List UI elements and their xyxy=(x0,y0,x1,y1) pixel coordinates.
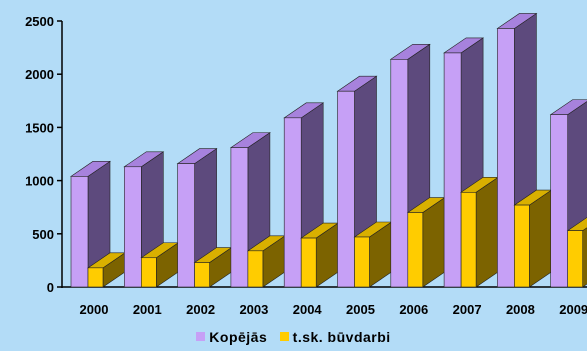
y-tick-label: 1500 xyxy=(25,120,54,135)
bar-buvdarbi-2002-front xyxy=(194,262,210,288)
bar-buvdarbi-2001 xyxy=(140,242,180,288)
bar-buvdarbi-2007 xyxy=(460,176,500,288)
bar-kopejas-2003-front xyxy=(230,147,249,288)
bar-buvdarbi-2009 xyxy=(566,217,587,288)
bar-kopejas-2002-front xyxy=(177,163,195,288)
bar-kopejas-2005-front xyxy=(337,90,355,288)
bar-kopejas-2001-front xyxy=(124,166,142,288)
x-tick-label: 2008 xyxy=(506,302,535,317)
legend-swatch-buvdarbi xyxy=(279,332,289,341)
bar-buvdarbi-2001-front xyxy=(141,257,157,288)
x-tick-label: 2005 xyxy=(346,302,375,317)
bar-buvdarbi-2008-side xyxy=(529,189,552,288)
x-tick-label: 2003 xyxy=(239,302,268,317)
x-tick-label: 2002 xyxy=(186,302,215,317)
legend-swatch-kopejas xyxy=(196,332,206,341)
bar-kopejas-2008-front xyxy=(497,28,515,288)
legend-item-buvdarbi: t.sk. būvdarbi xyxy=(279,329,391,345)
bar-kopejas-2007-front xyxy=(443,52,462,288)
bar-buvdarbi-2009-front xyxy=(567,230,584,288)
bar-buvdarbi-2000-front xyxy=(87,267,104,288)
bar-buvdarbi-2006-front xyxy=(407,212,424,288)
bar-kopejas-2000 xyxy=(70,160,111,288)
legend-label-buvdarbi: t.sk. būvdarbi xyxy=(292,329,391,345)
bar-kopejas-2000-front xyxy=(70,176,89,288)
bar-buvdarbi-2007-front xyxy=(460,192,477,288)
x-tick-label: 2007 xyxy=(453,302,482,317)
y-tick-label: 2500 xyxy=(25,14,54,29)
bar-buvdarbi-2004 xyxy=(300,222,340,288)
x-tick-label: 2001 xyxy=(133,302,162,317)
bar-kopejas-2009-front xyxy=(550,114,569,288)
bar-buvdarbi-2006 xyxy=(406,196,446,288)
bar-buvdarbi-2006-side xyxy=(422,196,446,288)
bar-kopejas-2006-front xyxy=(390,59,409,288)
legend: Kopējās t.sk. būvdarbi xyxy=(0,329,587,345)
x-tick-label: 2006 xyxy=(399,302,428,317)
y-tick-label: 500 xyxy=(32,227,54,242)
bar-buvdarbi-2002 xyxy=(193,246,233,288)
bar-kopejas-2004-front xyxy=(283,117,302,288)
bar-buvdarbi-2003-front xyxy=(247,250,264,288)
x-tick-label: 2004 xyxy=(293,302,323,317)
bar-buvdarbi-2008-front xyxy=(514,204,530,288)
legend-label-kopejas: Kopējās xyxy=(209,329,268,345)
bar-buvdarbi-2003 xyxy=(246,235,286,288)
bar-buvdarbi-2004-front xyxy=(300,237,317,288)
y-tick-label: 0 xyxy=(47,280,54,295)
y-tick-label: 2000 xyxy=(25,67,54,82)
bar-buvdarbi-2005-front xyxy=(354,236,370,288)
bar-buvdarbi-2008 xyxy=(513,189,553,288)
y-tick-label: 1000 xyxy=(25,174,54,189)
bar-chart-svg: 0 500 1000 1500 2000 2500 2000 2001 2002 2003 2004… xyxy=(25,12,587,317)
bar-buvdarbi-2007-side xyxy=(475,176,499,288)
bar-buvdarbi-2005 xyxy=(353,221,393,288)
bar-buvdarbi-2000 xyxy=(87,252,126,288)
legend-item-kopejas: Kopējās xyxy=(196,329,267,345)
x-tick-label: 2009 xyxy=(559,302,587,317)
x-tick-label: 2000 xyxy=(80,302,109,317)
